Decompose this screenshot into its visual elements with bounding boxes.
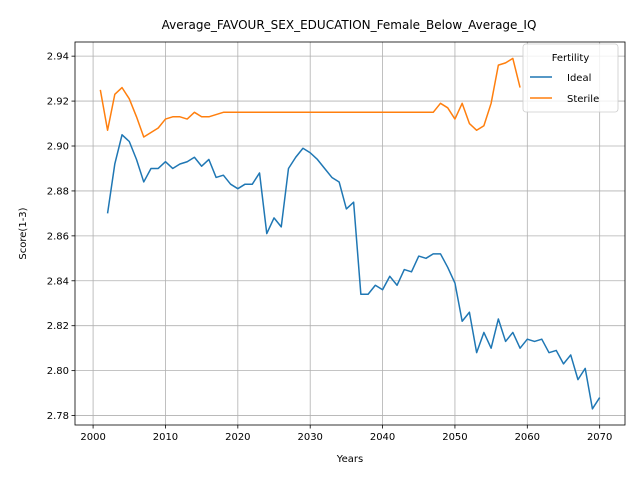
y-tick-label: 2.92: [47, 97, 69, 108]
series-line-sterile: [99, 57, 521, 138]
x-axis-label: Years: [336, 454, 363, 465]
y-tick-label: 2.78: [47, 411, 69, 422]
series-line-ideal: [106, 134, 601, 410]
y-tick-label: 2.84: [47, 276, 69, 287]
plot-frame: [74, 41, 626, 426]
legend-box: [522, 43, 619, 113]
x-tick-label: 2060: [515, 432, 540, 443]
legend-label-sterile: Sterile: [567, 94, 599, 105]
y-axis-label: Score(1-3): [18, 207, 29, 259]
legend-title: Fertility: [552, 53, 590, 64]
y-tick-label: 2.90: [47, 142, 69, 153]
chart-title: Average_FAVOUR_SEX_EDUCATION_Female_Belo…: [162, 18, 537, 32]
legend: Fertility Ideal Sterile: [522, 43, 619, 113]
y-tick-label: 2.82: [47, 321, 69, 332]
y-tick-label: 2.88: [47, 186, 69, 197]
x-tick-label: 2010: [153, 432, 178, 443]
x-tick-label: 2070: [587, 432, 612, 443]
x-tick-label: 2050: [442, 432, 467, 443]
x-axis: 2000 2010 2020 2030 2040 2050 2060 2070: [80, 425, 612, 443]
legend-label-ideal: Ideal: [567, 73, 591, 84]
x-tick-label: 2000: [80, 432, 105, 443]
y-tick-label: 2.80: [47, 366, 69, 377]
x-tick-label: 2040: [370, 432, 395, 443]
series-lines: [99, 57, 601, 410]
y-tick-label: 2.86: [47, 231, 69, 242]
y-tick-label: 2.94: [47, 52, 69, 63]
y-axis: 2.78 2.80 2.82 2.84 2.86 2.88 2.90 2.92 2.94: [47, 52, 75, 422]
x-tick-label: 2030: [297, 432, 322, 443]
x-tick-label: 2020: [225, 432, 250, 443]
